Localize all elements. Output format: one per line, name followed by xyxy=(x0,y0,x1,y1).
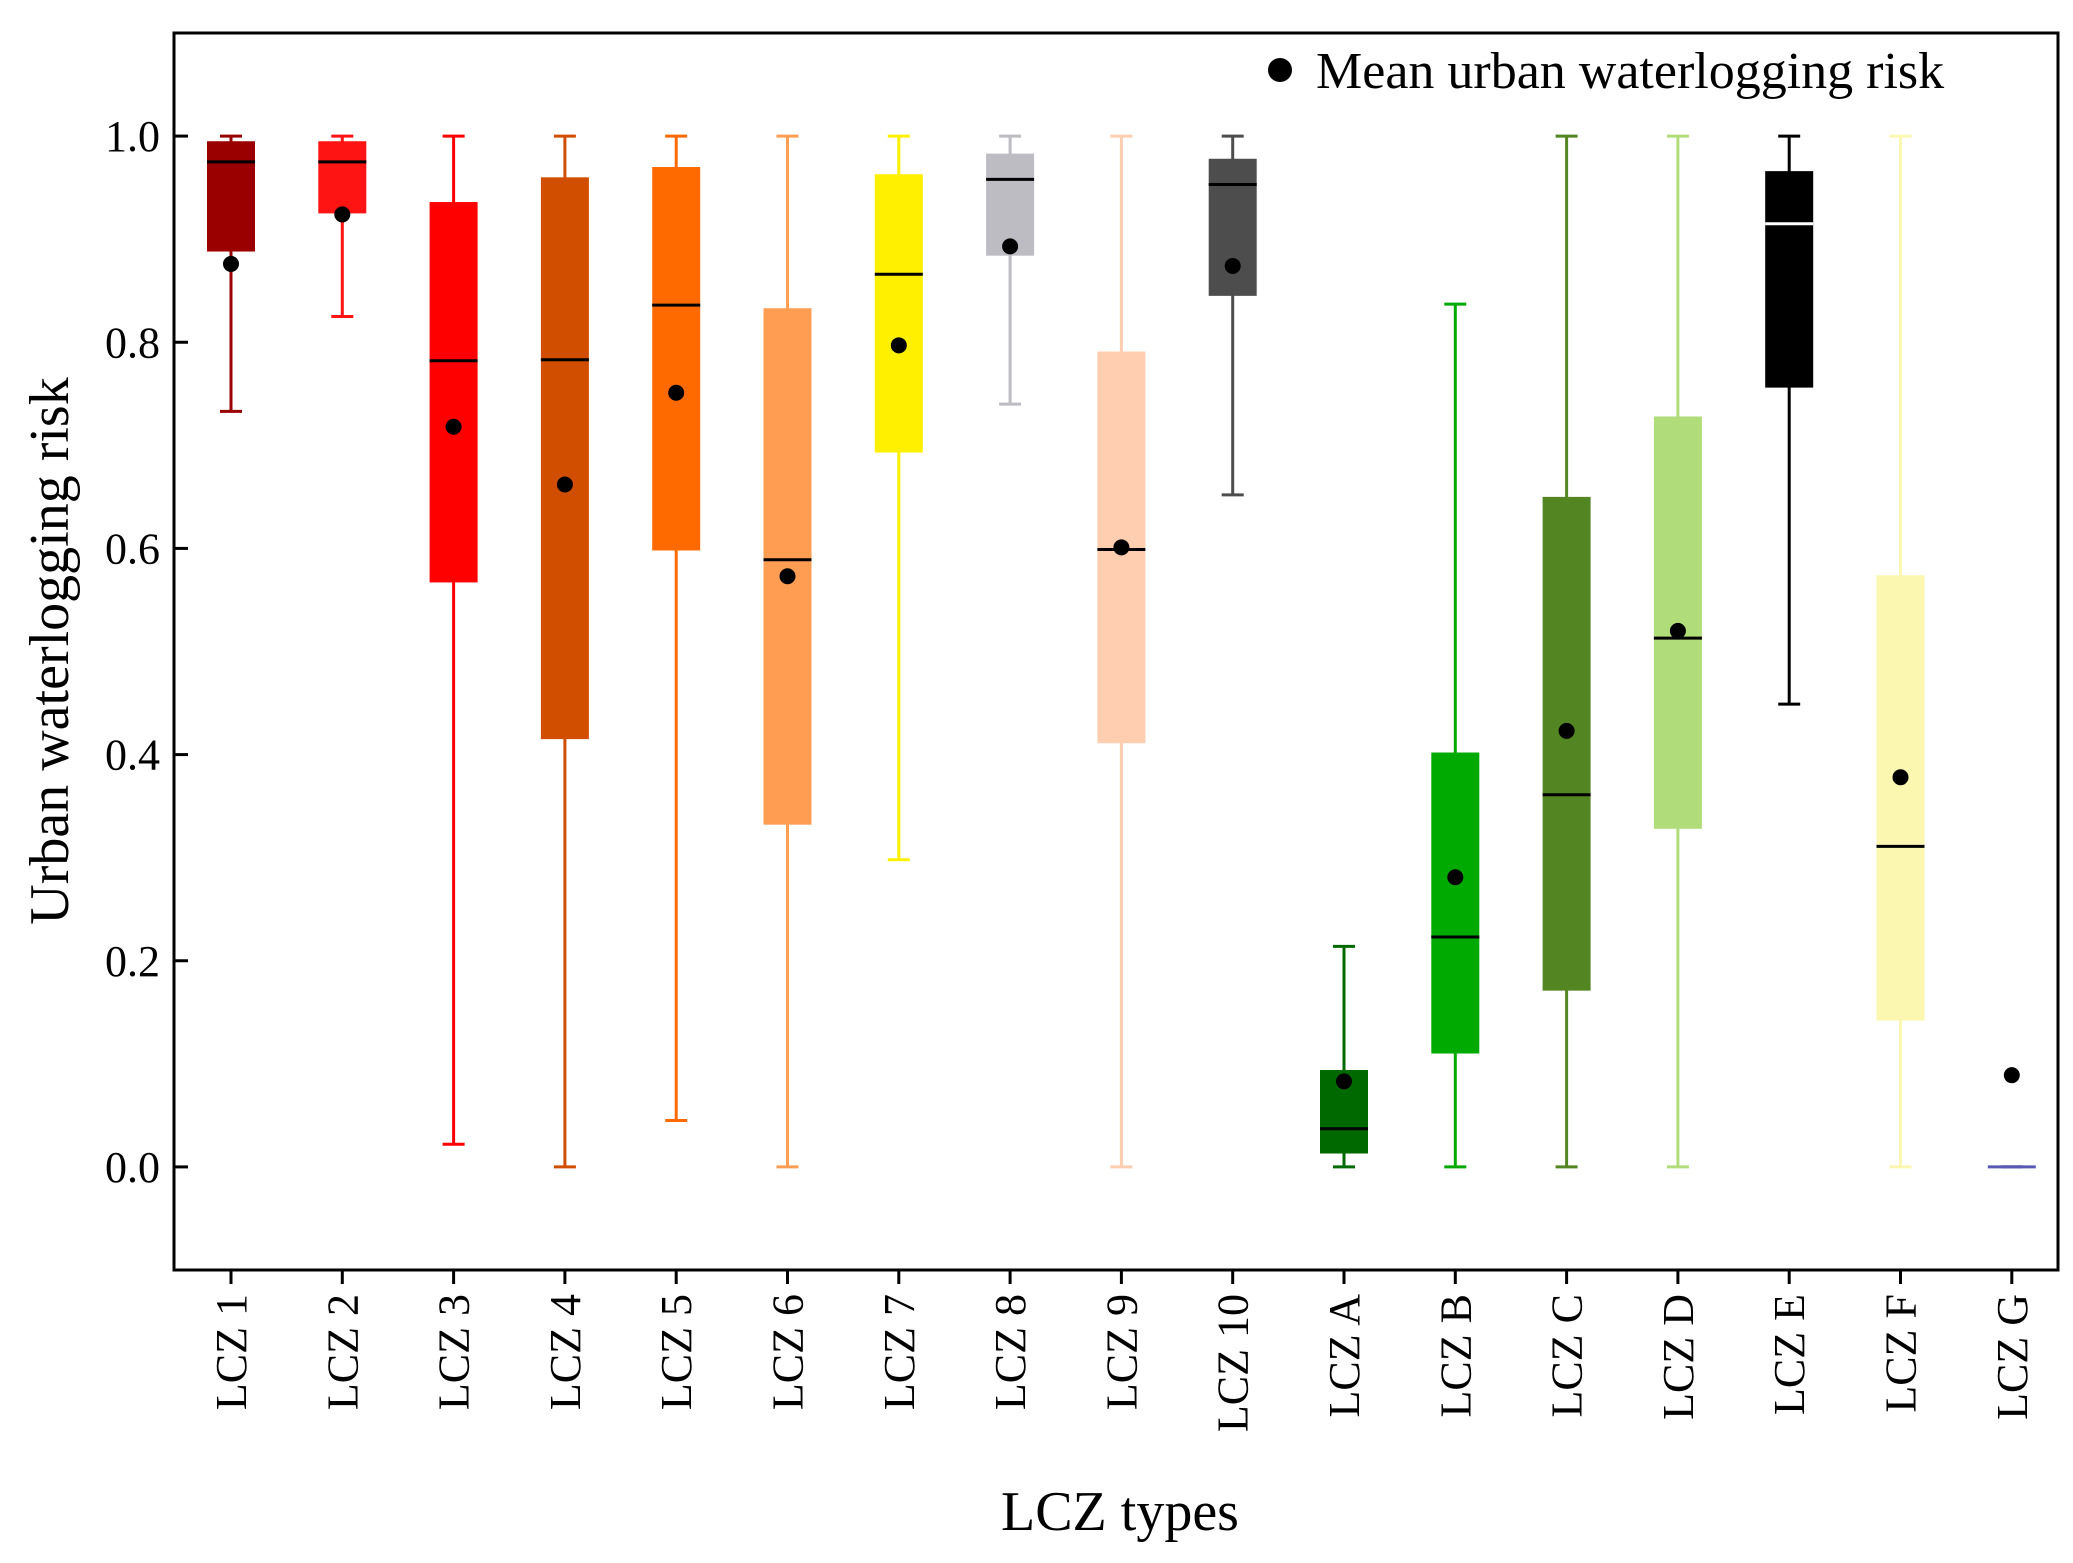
box xyxy=(207,141,255,252)
axes: 0.0 0.2 0.4 0.6 0.8 1.0 LCZ 1 LCZ 2 LCZ 3 LCZ 4 LC… xyxy=(105,112,2037,1432)
box xyxy=(763,308,812,825)
mean-marker xyxy=(2003,1067,2020,1084)
box-group xyxy=(1765,134,1814,706)
box xyxy=(874,174,923,453)
box-group xyxy=(318,134,367,318)
x-tick-label: LCZ 1 xyxy=(207,1294,256,1410)
box-group xyxy=(1987,1067,2036,1169)
box-group xyxy=(207,134,255,413)
x-tick-label: LCZ G xyxy=(1988,1294,2037,1420)
box xyxy=(1542,496,1591,991)
box-group xyxy=(429,134,478,1146)
y-axis-title: Urban waterlogging risk xyxy=(19,377,81,924)
mean-marker xyxy=(556,476,573,493)
y-tick-label: 0.2 xyxy=(105,937,160,986)
x-tick-label: LCZ A xyxy=(1320,1294,1369,1418)
box-group xyxy=(1653,134,1702,1169)
mean-marker xyxy=(668,384,685,401)
box xyxy=(1653,416,1702,829)
mean-marker xyxy=(1558,722,1575,739)
x-tick-label: LCZ D xyxy=(1654,1294,1703,1420)
mean-marker xyxy=(1002,238,1019,255)
x-tick-label: LCZ 9 xyxy=(1097,1294,1146,1410)
box-group xyxy=(1876,134,1925,1169)
x-tick-label: LCZ F xyxy=(1877,1294,1926,1413)
mean-marker xyxy=(890,337,907,354)
box xyxy=(1765,171,1814,388)
x-axis-title: LCZ types xyxy=(1001,1481,1239,1543)
y-tick-label: 0.6 xyxy=(105,524,160,573)
box-group xyxy=(874,134,923,862)
box xyxy=(429,202,478,583)
x-tick-label: LCZ 5 xyxy=(652,1294,701,1410)
x-tick-label: LCZ 6 xyxy=(764,1294,813,1410)
box xyxy=(318,141,367,214)
box-group xyxy=(986,134,1035,406)
legend-label: Mean urban waterlogging risk xyxy=(1316,43,1944,100)
plot-area xyxy=(207,134,2036,1169)
x-tick-label: LCZ B xyxy=(1431,1294,1480,1417)
mean-marker xyxy=(334,206,351,223)
y-tick-label: 0.0 xyxy=(105,1143,160,1192)
x-tick-label: LCZ 3 xyxy=(430,1294,479,1410)
mean-marker xyxy=(1336,1073,1352,1090)
y-tick-label: 0.4 xyxy=(105,731,160,780)
y-tick-label: 1.0 xyxy=(105,112,160,161)
mean-marker xyxy=(1113,539,1130,556)
box xyxy=(1876,575,1925,1021)
box-group xyxy=(1320,944,1368,1169)
box xyxy=(1208,158,1257,296)
x-tick-label: LCZ 7 xyxy=(875,1294,924,1410)
y-tick-label: 0.8 xyxy=(105,318,160,367)
x-tick-label: LCZ C xyxy=(1543,1294,1592,1417)
box-group xyxy=(540,134,589,1169)
x-tick-label: LCZ 4 xyxy=(541,1294,590,1410)
box-group xyxy=(1097,134,1146,1169)
mean-marker xyxy=(1224,257,1241,274)
x-tick-label: LCZ 10 xyxy=(1209,1294,1258,1432)
x-tick-label: LCZ E xyxy=(1765,1294,1814,1415)
box-group xyxy=(1542,134,1591,1169)
legend-mean-marker xyxy=(1268,58,1292,82)
box-group xyxy=(763,134,812,1169)
box xyxy=(540,177,589,740)
box xyxy=(1431,752,1480,1054)
mean-marker xyxy=(223,255,239,272)
x-tick-label: LCZ 8 xyxy=(986,1294,1035,1410)
mean-marker xyxy=(1892,769,1909,786)
mean-marker xyxy=(445,418,462,435)
mean-marker xyxy=(1447,869,1464,886)
mean-marker xyxy=(1669,622,1686,639)
legend: Mean urban waterlogging risk xyxy=(1268,43,1944,100)
mean-marker xyxy=(779,568,796,585)
box-group xyxy=(1431,302,1480,1169)
box-group xyxy=(1208,134,1257,497)
x-tick-label: LCZ 2 xyxy=(318,1294,367,1410)
box xyxy=(652,167,701,551)
box-group xyxy=(652,134,701,1123)
plot-frame xyxy=(172,31,2060,1272)
